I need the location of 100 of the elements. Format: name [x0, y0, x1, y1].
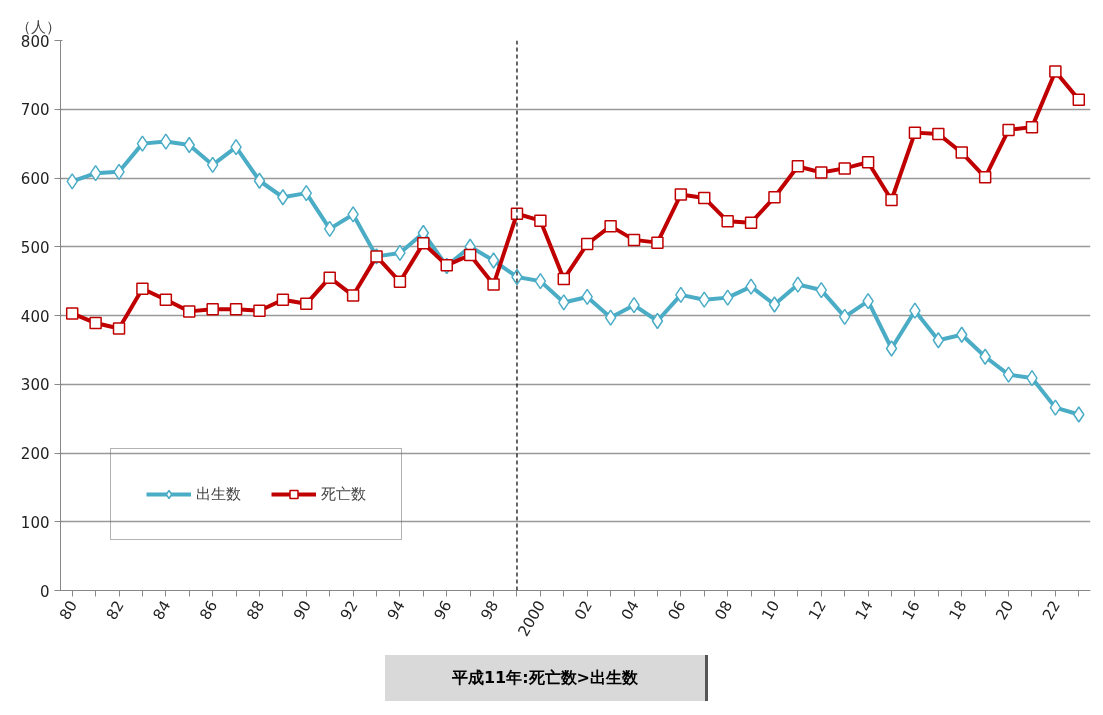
x-tick-label: 12 [804, 597, 830, 624]
point [136, 282, 149, 295]
point [1025, 120, 1039, 134]
y-tick-label: 400 [20, 307, 50, 326]
point [909, 302, 921, 319]
point [698, 191, 711, 205]
point [534, 214, 547, 227]
x-tick-label: 20 [992, 597, 1018, 624]
point [277, 189, 289, 206]
point [768, 191, 781, 204]
point [534, 272, 547, 290]
point [838, 308, 851, 326]
point [908, 126, 922, 139]
point [229, 303, 243, 316]
x-tick-label: 98 [477, 597, 503, 624]
point [136, 135, 149, 152]
y-tick-label: 500 [20, 238, 50, 257]
point [487, 252, 500, 269]
x-tick-label: 14 [851, 597, 877, 624]
point [253, 304, 266, 317]
point [604, 309, 617, 326]
point [815, 281, 828, 299]
point [674, 188, 688, 201]
point [580, 237, 594, 251]
point [206, 303, 219, 316]
point [463, 248, 477, 262]
point [956, 326, 968, 343]
point [885, 193, 898, 207]
point [393, 275, 407, 289]
x-tick-label: 04 [617, 597, 643, 624]
point [1002, 123, 1015, 137]
x-tick-label: 92 [336, 597, 362, 624]
x-tick-label: 16 [898, 597, 924, 624]
point [651, 312, 664, 330]
point [487, 278, 500, 291]
point [300, 297, 313, 311]
point [183, 305, 196, 318]
point [89, 164, 102, 182]
point [417, 237, 430, 250]
point [932, 332, 945, 349]
point [323, 220, 336, 238]
legend-label: 死亡数 [321, 484, 366, 504]
point [1049, 65, 1062, 78]
point [861, 155, 875, 169]
point [885, 340, 898, 357]
point [768, 296, 781, 313]
point [89, 316, 102, 330]
x-tick-label: 22 [1038, 597, 1065, 624]
point [744, 216, 758, 229]
x-tick-label: 18 [945, 597, 971, 624]
point [323, 271, 336, 284]
x-tick-label: 94 [383, 597, 409, 624]
x-tick-label: 96 [430, 597, 456, 624]
point [346, 289, 360, 302]
point [745, 278, 757, 295]
point [65, 307, 79, 320]
point [558, 294, 570, 311]
point [651, 236, 664, 249]
point [791, 160, 805, 173]
text: 平成11年:死亡数>出生数 [451, 667, 639, 689]
point [792, 276, 804, 293]
point [721, 289, 734, 306]
x-tick-label: 02 [570, 597, 596, 624]
point [1072, 93, 1086, 106]
x-tick-label: 06 [664, 597, 690, 624]
y-tick-label: 300 [20, 376, 50, 395]
point [1002, 366, 1015, 383]
x-tick-label: 84 [149, 597, 175, 624]
x-tick-label: 88 [243, 597, 269, 624]
point [932, 127, 945, 141]
point [159, 293, 173, 306]
point [815, 166, 828, 179]
y-tick-label: 600 [20, 170, 50, 188]
x-tick-label: 86 [196, 597, 222, 624]
point [979, 348, 991, 365]
x-tick-label: 82 [102, 597, 128, 624]
x-tick-label: 90 [289, 597, 315, 624]
y-tick-label: 700 [20, 101, 50, 120]
y-tick-label: 200 [20, 445, 50, 463]
point [604, 219, 617, 233]
x-tick-label: 08 [711, 597, 737, 624]
legend-label: 出生数 [196, 484, 241, 504]
point [955, 146, 968, 159]
point [112, 322, 126, 335]
x-tick-label: 80 [55, 597, 81, 624]
point [300, 184, 313, 202]
point [160, 133, 172, 150]
point [557, 272, 571, 286]
point [1049, 399, 1062, 416]
point [276, 293, 290, 306]
point [698, 291, 710, 308]
point [721, 215, 734, 228]
point [66, 173, 78, 190]
point [347, 206, 359, 223]
y-tick-label: 0 [39, 582, 50, 601]
point [1073, 406, 1085, 423]
point [627, 233, 641, 247]
point [206, 156, 219, 174]
y-tick-label: 100 [20, 513, 50, 532]
y-axis-title: （人） [15, 17, 61, 36]
